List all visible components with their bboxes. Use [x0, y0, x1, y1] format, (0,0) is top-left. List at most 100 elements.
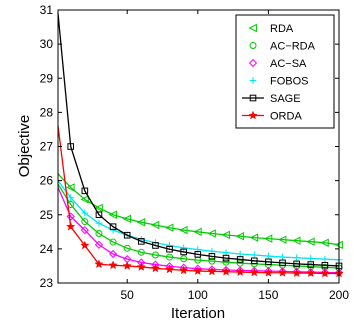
data-point — [66, 221, 76, 231]
data-point — [136, 218, 146, 227]
y-tick-label: 28 — [40, 105, 54, 119]
legend-label: ORDA — [270, 111, 302, 123]
y-tick-label: 26 — [40, 174, 54, 188]
data-point — [180, 248, 187, 256]
x-tick-label: 100 — [188, 288, 208, 302]
data-point — [222, 254, 230, 262]
data-point — [307, 255, 315, 262]
axis-ticks: 50 100 150 200 23 24 25 26 27 28 29 30 31 — [40, 3, 350, 302]
y-tick-label: 27 — [40, 140, 54, 154]
data-point — [207, 229, 216, 238]
x-tick-label: 200 — [329, 288, 349, 302]
data-point — [306, 237, 315, 246]
data-point — [292, 236, 301, 245]
data-point — [123, 231, 131, 239]
data-point — [80, 225, 89, 235]
data-point — [249, 267, 259, 277]
data-point — [236, 256, 244, 263]
data-point — [306, 267, 315, 277]
data-point — [166, 245, 173, 253]
data-point — [164, 264, 175, 274]
data-point — [138, 238, 145, 245]
data-point — [221, 266, 231, 276]
legend-label: SAGE — [270, 93, 301, 105]
legend-box — [235, 14, 335, 129]
data-point — [306, 268, 316, 278]
legend-label: RDA — [270, 23, 294, 35]
data-point — [150, 263, 161, 273]
y-tick-label: 30 — [40, 37, 54, 51]
data-point — [80, 195, 89, 204]
legend-entry: SAGE — [242, 93, 301, 105]
data-point — [109, 238, 117, 246]
data-point — [95, 219, 103, 227]
data-point — [222, 258, 230, 266]
data-point — [81, 187, 89, 195]
legend-marker — [249, 77, 257, 84]
legend-entry: AC−SA — [248, 58, 307, 70]
data-point — [250, 251, 258, 259]
data-point — [321, 255, 329, 263]
data-point — [265, 258, 272, 266]
data-point — [264, 252, 272, 260]
data-point — [95, 211, 103, 219]
data-point — [81, 209, 89, 217]
data-point — [122, 261, 132, 270]
data-point — [109, 223, 117, 230]
data-point — [263, 267, 274, 277]
x-tick-label: 150 — [258, 288, 278, 302]
data-point — [108, 249, 118, 259]
data-point — [207, 266, 217, 276]
y-tick-label: 23 — [40, 276, 54, 290]
data-point — [277, 235, 287, 244]
x-axis-label: Iteration — [171, 305, 225, 322]
data-point — [81, 218, 89, 226]
data-point — [291, 268, 302, 278]
data-point — [180, 255, 188, 263]
data-point — [321, 261, 329, 269]
legend-label: FOBOS — [270, 76, 309, 88]
data-point — [66, 183, 75, 192]
data-point — [180, 244, 188, 252]
data-point — [95, 230, 103, 238]
data-point — [165, 223, 174, 232]
x-tick-label: 50 — [121, 288, 135, 302]
series-3 — [57, 180, 343, 264]
data-point — [94, 240, 104, 249]
y-tick-label: 31 — [40, 3, 54, 17]
data-point — [293, 254, 301, 262]
y-tick-label: 29 — [40, 71, 54, 85]
data-point — [123, 244, 131, 252]
data-point — [193, 227, 202, 237]
data-point — [279, 259, 286, 267]
data-point — [94, 259, 104, 269]
series-line — [57, 183, 340, 269]
data-point — [320, 268, 329, 277]
data-point — [293, 260, 300, 268]
data-point — [179, 225, 188, 235]
data-point — [67, 143, 75, 150]
data-point — [263, 234, 273, 243]
series-line — [57, 173, 340, 246]
data-point — [66, 212, 75, 221]
data-point — [249, 233, 259, 242]
data-point — [150, 220, 160, 230]
data-point — [166, 242, 173, 249]
data-point — [235, 267, 245, 277]
legend-entry: AC−RDA — [249, 41, 316, 53]
data-point — [320, 268, 330, 278]
series-line — [57, 13, 340, 267]
legend-marker — [248, 23, 257, 33]
data-point — [221, 230, 230, 240]
series-line — [57, 180, 340, 261]
data-point — [108, 210, 117, 219]
data-point — [250, 257, 258, 265]
data-point — [108, 260, 118, 270]
data-point — [208, 257, 216, 265]
data-point — [80, 240, 90, 250]
data-point — [109, 226, 117, 234]
data-point — [137, 248, 145, 256]
data-point — [136, 262, 146, 271]
legend-entry: ORDA — [242, 111, 302, 123]
